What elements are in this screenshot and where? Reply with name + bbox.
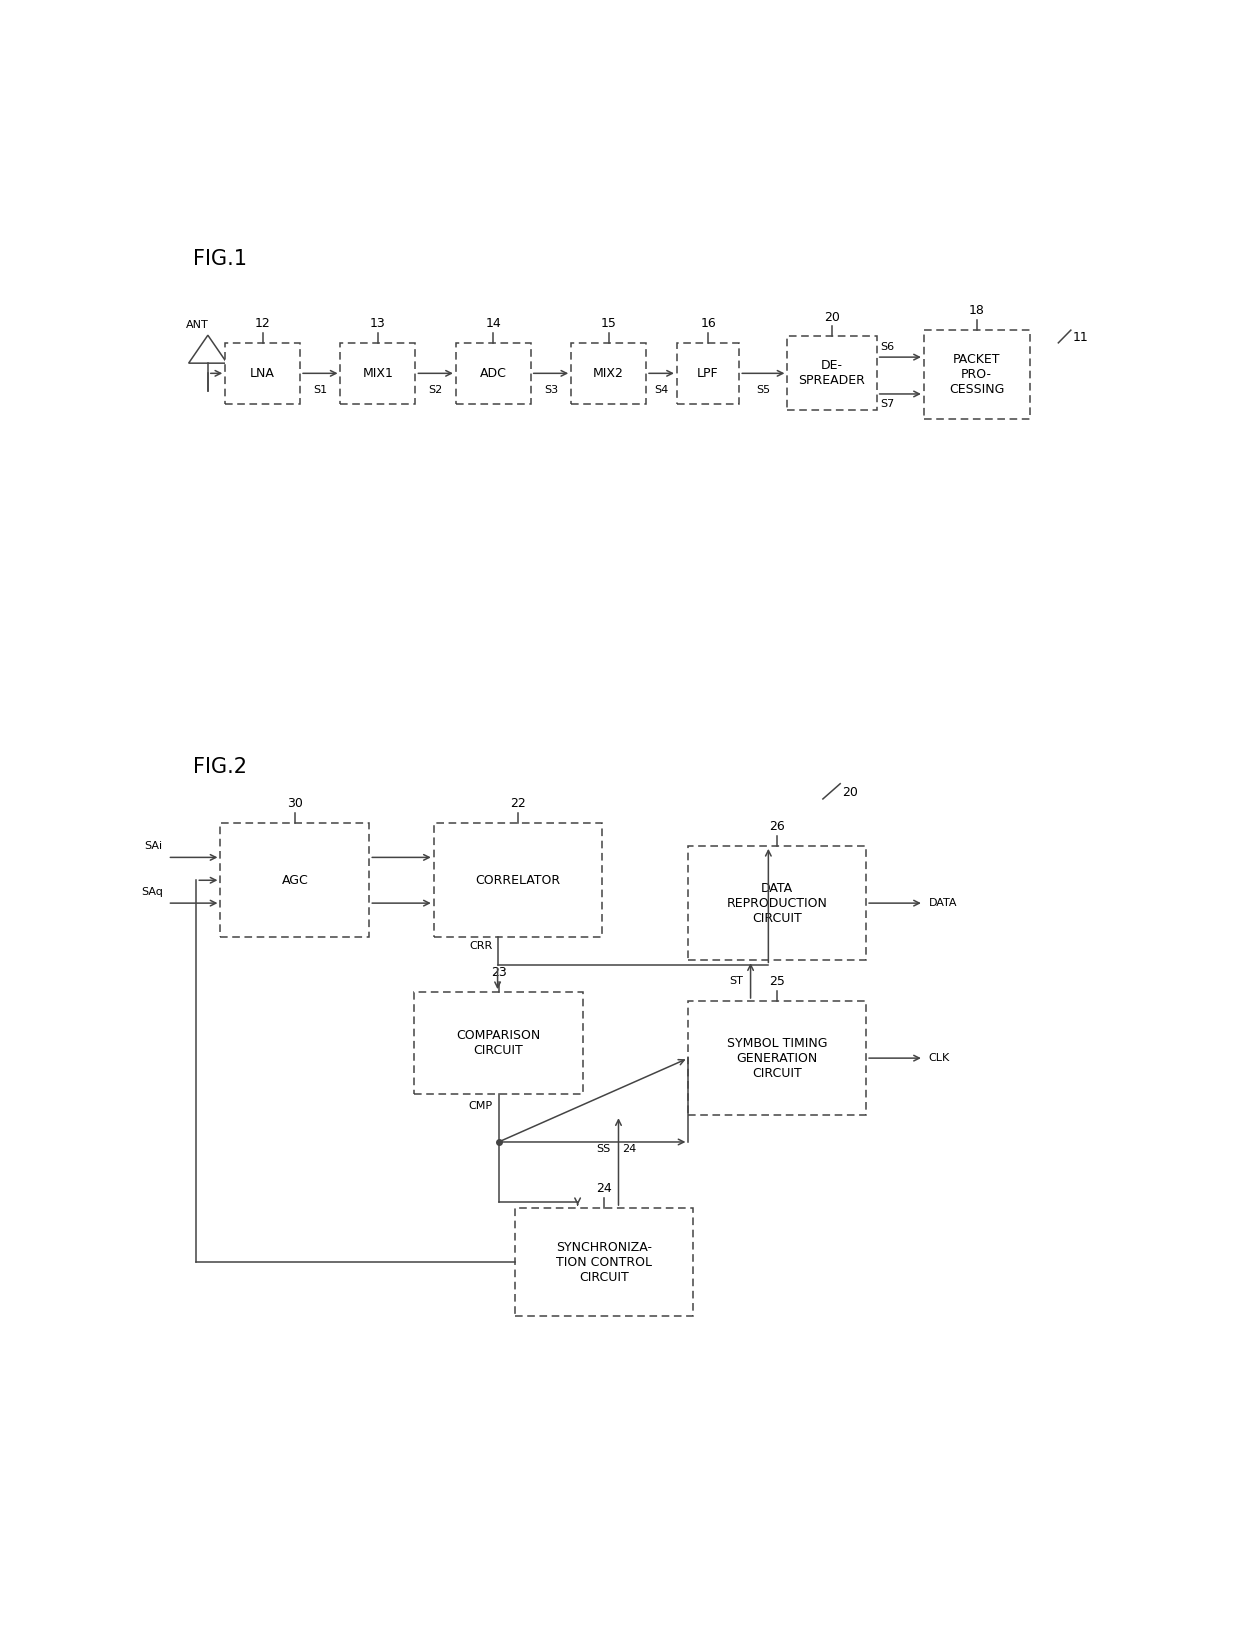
Bar (516, 1208, 693, 1317)
Bar (688, 1002, 866, 1115)
Text: 24: 24 (596, 1183, 613, 1195)
Text: SYMBOL TIMING
GENERATION
CIRCUIT: SYMBOL TIMING GENERATION CIRCUIT (727, 1036, 827, 1079)
Text: ST: ST (729, 975, 743, 985)
Text: 25: 25 (769, 975, 785, 988)
Text: ADC: ADC (480, 366, 507, 380)
Text: S2: S2 (429, 384, 443, 394)
Text: 18: 18 (968, 305, 985, 317)
Bar (226, 343, 300, 404)
Bar (677, 343, 739, 404)
Text: CORRELATOR: CORRELATOR (475, 874, 560, 886)
Text: DATA
REPRODUCTION
CIRCUIT: DATA REPRODUCTION CIRCUIT (727, 881, 827, 924)
Text: 15: 15 (600, 317, 616, 330)
Text: 24: 24 (622, 1143, 636, 1153)
Text: 12: 12 (254, 317, 270, 330)
Text: 23: 23 (491, 967, 506, 980)
Text: 30: 30 (286, 797, 303, 810)
Text: S1: S1 (314, 384, 327, 394)
Text: DE-
SPREADER: DE- SPREADER (799, 360, 866, 388)
Text: 20: 20 (842, 785, 858, 799)
Text: S7: S7 (880, 399, 895, 409)
Text: MIX1: MIX1 (362, 366, 393, 380)
Text: S6: S6 (880, 342, 895, 351)
Text: AGC: AGC (281, 874, 309, 886)
Text: S3: S3 (544, 384, 558, 394)
Text: S4: S4 (655, 384, 668, 394)
Text: COMPARISON
CIRCUIT: COMPARISON CIRCUIT (456, 1030, 541, 1058)
Text: FIG.2: FIG.2 (193, 757, 248, 777)
Text: 11: 11 (1073, 332, 1089, 345)
Text: 14: 14 (485, 317, 501, 330)
Text: 22: 22 (510, 797, 526, 810)
Text: 20: 20 (825, 310, 839, 323)
Text: SAq: SAq (141, 886, 162, 898)
Text: 13: 13 (370, 317, 386, 330)
Bar (414, 992, 583, 1094)
Text: 26: 26 (769, 820, 785, 833)
Text: 16: 16 (701, 317, 715, 330)
Bar (787, 337, 877, 411)
Text: CLK: CLK (929, 1053, 950, 1063)
Bar (221, 823, 370, 937)
Bar (572, 343, 646, 404)
Text: SAi: SAi (145, 842, 162, 851)
Text: SS: SS (596, 1143, 611, 1153)
Text: LNA: LNA (250, 366, 275, 380)
Bar (456, 343, 531, 404)
Text: DATA: DATA (929, 898, 957, 908)
Bar (688, 846, 866, 960)
Text: SYNCHRONIZA-
TION CONTROL
CIRCUIT: SYNCHRONIZA- TION CONTROL CIRCUIT (557, 1241, 652, 1284)
Bar (924, 330, 1029, 419)
Text: LPF: LPF (697, 366, 719, 380)
Text: MIX2: MIX2 (593, 366, 624, 380)
Text: CMP: CMP (469, 1101, 492, 1112)
Text: CRR: CRR (470, 940, 492, 952)
Bar (341, 343, 415, 404)
Bar (434, 823, 601, 937)
Text: PACKET
PRO-
CESSING: PACKET PRO- CESSING (949, 353, 1004, 396)
Text: ANT: ANT (186, 320, 208, 330)
Text: S5: S5 (756, 384, 770, 394)
Text: FIG.1: FIG.1 (193, 249, 248, 269)
